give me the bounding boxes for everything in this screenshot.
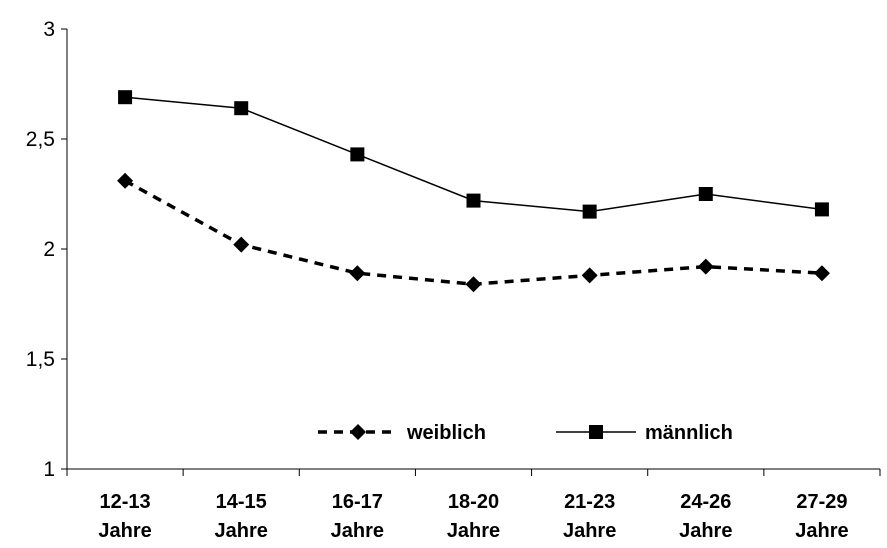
data-point-square bbox=[234, 101, 249, 116]
x-tick-label: 24-26 Jahre bbox=[679, 491, 732, 542]
data-point-diamond bbox=[581, 267, 598, 284]
legend-label: weiblich bbox=[406, 422, 486, 444]
data-point-diamond bbox=[465, 276, 482, 293]
data-point-diamond bbox=[813, 265, 830, 282]
data-point-square bbox=[582, 204, 597, 219]
series-group bbox=[117, 90, 830, 293]
data-point-square bbox=[350, 147, 365, 162]
data-point-diamond bbox=[349, 265, 366, 282]
y-tick-label: 2,5 bbox=[26, 128, 55, 151]
y-tick-label: 3 bbox=[43, 18, 55, 41]
axes: 1 1,5 2 2,5 3 12-13 Jahre 14-15 Jahre 16-17 Jahre 1… bbox=[26, 18, 881, 542]
data-point-diamond bbox=[117, 172, 134, 189]
data-point-square bbox=[118, 90, 133, 105]
y-tick-label: 1 bbox=[43, 458, 55, 481]
data-point-square bbox=[466, 193, 481, 208]
data-point-square bbox=[814, 202, 829, 217]
legend: weiblich männlich bbox=[318, 422, 733, 444]
y-tick-label: 1,5 bbox=[26, 348, 55, 371]
legend-marker-diamond bbox=[350, 424, 366, 440]
data-point-square bbox=[698, 187, 713, 201]
x-tick-label: 18-20 Jahre bbox=[447, 491, 500, 542]
legend-label: männlich bbox=[645, 422, 733, 444]
legend-marker-square bbox=[589, 425, 603, 439]
x-tick-label: 14-15 Jahre bbox=[215, 491, 268, 542]
x-tick-label: 21-23 Jahre bbox=[563, 491, 616, 542]
x-tick-label: 27-29 Jahre bbox=[795, 491, 848, 542]
x-tick-label: 12-13 Jahre bbox=[98, 491, 151, 542]
data-point-diamond bbox=[233, 236, 250, 253]
y-tick-label: 2 bbox=[43, 238, 55, 261]
data-point-diamond bbox=[697, 258, 714, 275]
x-tick-label: 16-17 Jahre bbox=[331, 491, 384, 542]
